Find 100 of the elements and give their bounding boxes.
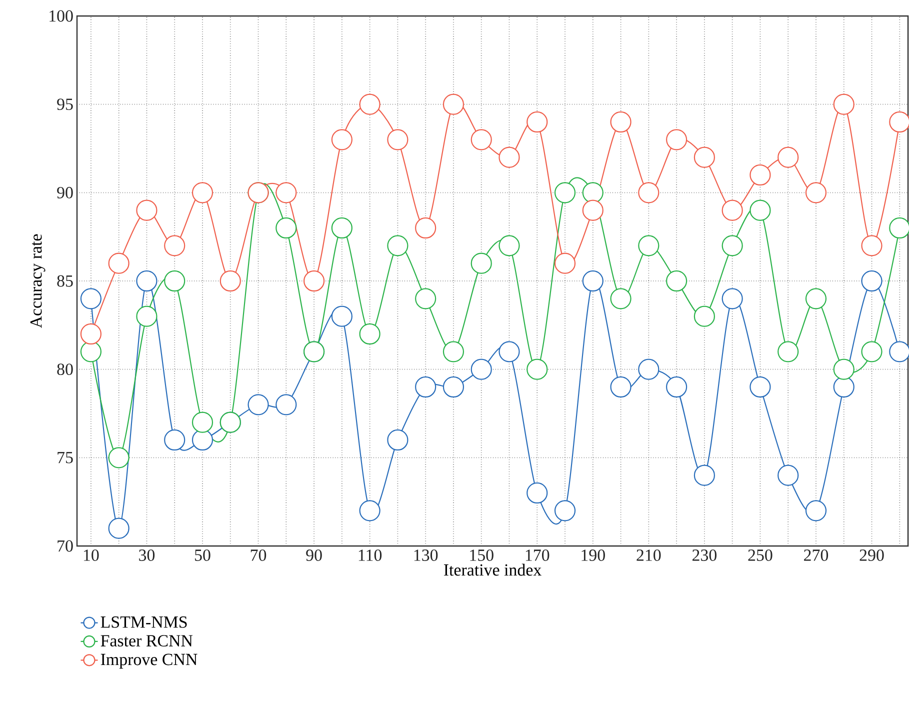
point (442, 341, 464, 362)
x-tick-label: 210 (636, 550, 661, 561)
point (108, 518, 130, 539)
point (582, 200, 604, 221)
point (387, 235, 408, 256)
point (694, 464, 715, 486)
point (415, 376, 436, 398)
point (694, 146, 715, 168)
legend-label: Improve CNN (100, 654, 198, 669)
x-tick-label: 270 (804, 550, 828, 561)
point (526, 358, 548, 380)
point (136, 270, 158, 292)
point (666, 270, 688, 292)
point (220, 270, 241, 292)
point (331, 306, 352, 327)
point (610, 288, 632, 310)
point (694, 306, 715, 327)
x-tick-label: 50 (195, 550, 210, 561)
y-axis-title: Accuracy rate (30, 234, 46, 328)
point (108, 447, 130, 468)
point (554, 182, 576, 204)
point (498, 235, 520, 256)
point (498, 341, 520, 362)
point (861, 270, 882, 292)
y-tick-label: 85 (57, 275, 73, 287)
legend-label: Faster RCNN (100, 635, 193, 646)
point (805, 500, 827, 522)
point (164, 270, 186, 292)
y-tick-label: 70 (58, 540, 73, 552)
point (192, 412, 214, 433)
point (833, 376, 854, 398)
point (833, 358, 854, 380)
point (610, 111, 632, 133)
point (666, 376, 688, 398)
x-tick-label: 290 (860, 550, 884, 561)
x-tick-label: 130 (414, 550, 438, 561)
point (359, 500, 380, 522)
point (164, 429, 186, 451)
point (722, 288, 743, 310)
legend-label: LSTM-NMS (100, 616, 187, 628)
point (610, 376, 632, 398)
point (192, 429, 214, 451)
x-tick-label: 250 (748, 550, 772, 561)
y-tick-label: 95 (57, 98, 73, 110)
point (526, 482, 548, 504)
y-tick-label: 90 (57, 186, 73, 198)
point (638, 358, 660, 380)
point (470, 358, 492, 380)
point (442, 94, 464, 115)
x-tick-label: 190 (582, 550, 605, 561)
point (833, 94, 854, 115)
point (722, 235, 743, 256)
x-tick-label: 70 (250, 550, 266, 561)
point (778, 146, 799, 168)
point (415, 288, 436, 310)
point (136, 200, 158, 221)
point (442, 376, 464, 398)
point (108, 252, 130, 274)
point (554, 252, 576, 274)
point (80, 323, 102, 345)
point (750, 164, 771, 186)
point (778, 341, 799, 362)
point (80, 341, 102, 362)
point (498, 146, 520, 168)
point (415, 217, 436, 239)
x-axis-title: Iterative index (444, 564, 542, 576)
x-tick-label: 230 (692, 550, 717, 561)
point (303, 270, 325, 292)
point (248, 394, 269, 416)
point (276, 182, 297, 204)
point (80, 288, 102, 310)
point (276, 394, 297, 416)
point (192, 182, 214, 204)
point (331, 129, 352, 150)
y-tick-label: 100 (50, 10, 73, 22)
x-tick-label: 170 (526, 550, 550, 561)
point (554, 500, 576, 522)
point (861, 341, 882, 362)
point (470, 129, 492, 150)
point (805, 182, 827, 204)
x-tick-label: 110 (358, 550, 382, 561)
x-tick-label: 10 (84, 550, 99, 561)
point (331, 217, 352, 239)
point (805, 288, 827, 310)
point (638, 235, 660, 256)
point (778, 464, 799, 486)
point (526, 111, 548, 133)
point (359, 94, 380, 115)
point (387, 129, 408, 150)
x-tick-label: 150 (470, 550, 494, 561)
point (164, 235, 186, 256)
point (638, 182, 660, 204)
point (582, 270, 604, 292)
point (722, 200, 743, 221)
point (136, 306, 158, 327)
point (861, 235, 882, 256)
point (666, 129, 688, 150)
point (276, 217, 297, 239)
point (750, 376, 771, 398)
point (470, 252, 492, 274)
